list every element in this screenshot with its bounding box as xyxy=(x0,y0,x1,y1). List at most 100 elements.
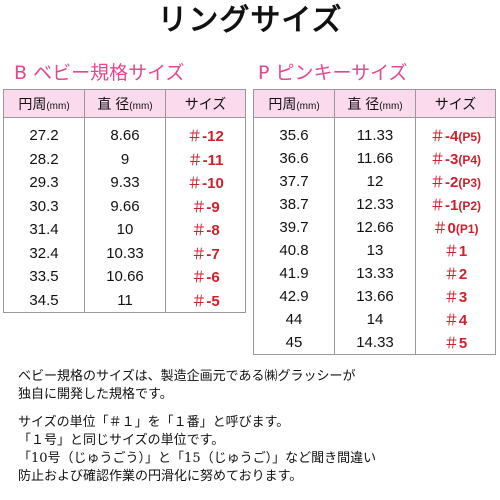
size-cell: ＃1 xyxy=(415,239,496,262)
size-cell: ＃-6 xyxy=(165,265,246,289)
size-cell: ＃5 xyxy=(415,331,496,355)
circumference-cell: 30.3 xyxy=(3,194,85,218)
diameter-cell: 9.66 xyxy=(84,194,166,218)
circumference-cell: 29.3 xyxy=(3,171,85,195)
table-row: 45 14.33 ＃5 xyxy=(253,331,496,355)
table-row: 36.6 11.66 ＃-3(P4) xyxy=(253,147,496,170)
size-number: -8 xyxy=(206,222,220,240)
circumference-cell: 41.9 xyxy=(253,262,335,285)
table-row: 28.2 9 ＃-11 xyxy=(3,147,246,171)
size-cell: ＃-8 xyxy=(165,218,246,242)
size-number: -9 xyxy=(206,198,220,216)
circumference-cell: 34.5 xyxy=(3,288,85,313)
size-cell: ＃-11 xyxy=(165,147,246,171)
table-row: 41.9 13.33 ＃2 xyxy=(253,262,496,285)
size-mark: ＃ xyxy=(443,289,459,306)
size-number: -11 xyxy=(202,151,224,169)
baby-size-heading: B ベビー規格サイズ xyxy=(14,62,185,84)
pinky-size-heading: P ピンキーサイズ xyxy=(258,62,408,84)
diameter-cell: 10.33 xyxy=(84,241,166,265)
size-mark: ＃ xyxy=(443,312,459,329)
table-row: 42.9 13.66 ＃3 xyxy=(253,285,496,308)
note-line: ベビー規格のサイズは、製造企画元である㈱グラッシーが xyxy=(18,369,356,384)
diameter-cell: 11 xyxy=(84,288,166,313)
circumference-cell: 31.4 xyxy=(3,218,85,242)
header-size: サイズ xyxy=(415,89,496,118)
table-header-row: 円周(mm) 直 径(mm) サイズ xyxy=(253,89,496,118)
circumference-cell: 27.2 xyxy=(3,117,85,148)
header-circumference: 円周(mm) xyxy=(3,89,85,118)
circumference-cell: 45 xyxy=(253,331,335,355)
size-mark: ＃ xyxy=(187,175,203,193)
size-cell: ＃-2(P3) xyxy=(415,170,496,193)
diameter-cell: 12 xyxy=(334,170,416,193)
diameter-cell: 13 xyxy=(334,239,416,262)
size-number: -1 xyxy=(445,197,459,214)
circumference-cell: 28.2 xyxy=(3,147,85,171)
circumference-cell: 35.6 xyxy=(253,117,335,147)
size-number: 1 xyxy=(458,243,468,260)
page-title: リングサイズ xyxy=(157,3,343,38)
table-header-row: 円周(mm) 直 径(mm) サイズ xyxy=(3,89,246,118)
table-row: 32.4 10.33 ＃-7 xyxy=(3,241,246,265)
header-diameter: 直 径(mm) xyxy=(84,89,166,118)
size-mark: ＃ xyxy=(443,335,459,352)
table-row: 44 14 ＃4 xyxy=(253,308,496,331)
diameter-cell: 11.66 xyxy=(334,147,416,170)
circumference-cell: 40.8 xyxy=(253,239,335,262)
note-line: サイズの単位「＃１」を「１番」と呼びます。 xyxy=(18,415,290,430)
size-cell: ＃-9 xyxy=(165,194,246,218)
notes-paragraph-2: サイズの単位「＃１」を「１番」と呼びます。 「１号」と同じサイズの単位です。 「… xyxy=(18,414,376,486)
size-number: -3 xyxy=(445,151,459,168)
size-number: -7 xyxy=(206,245,220,263)
table-row: 37.7 12 ＃-2(P3) xyxy=(253,170,496,193)
size-mark: ＃ xyxy=(443,266,459,283)
table-row: 34.5 11 ＃-5 xyxy=(3,288,246,313)
diameter-cell: 13.66 xyxy=(334,285,416,308)
size-mark: ＃ xyxy=(191,245,207,263)
pinky-code: (P4) xyxy=(458,153,482,167)
circumference-cell: 33.5 xyxy=(3,265,85,289)
table-row: 38.7 12.33 ＃-1(P2) xyxy=(253,193,496,216)
note-line: 独自に開発した規格です。 xyxy=(18,387,173,402)
size-cell: ＃0(P1) xyxy=(415,216,496,239)
size-mark: ＃ xyxy=(191,269,207,287)
circumference-cell: 42.9 xyxy=(253,285,335,308)
size-number: 4 xyxy=(458,312,468,329)
note-line: 防止および確認作業の円滑化に努めております。 xyxy=(18,469,303,484)
size-mark: ＃ xyxy=(429,128,445,145)
diameter-cell: 10 xyxy=(84,218,166,242)
diameter-cell: 14 xyxy=(334,308,416,331)
circumference-cell: 38.7 xyxy=(253,193,335,216)
size-mark: ＃ xyxy=(432,220,448,237)
pinky-code: (P2) xyxy=(458,199,482,213)
pinky-code: (P5) xyxy=(458,130,482,144)
pinky-size-table: 円周(mm) 直 径(mm) サイズ 35.6 11.33 ＃-4(P5) 36.6 1… xyxy=(253,89,496,355)
size-cell: ＃-1(P2) xyxy=(415,193,496,216)
size-cell: ＃-12 xyxy=(165,117,246,148)
table-row: 27.2 8.66 ＃-12 xyxy=(3,117,246,148)
diameter-cell: 9.33 xyxy=(84,171,166,195)
diameter-cell: 8.66 xyxy=(84,117,166,148)
size-number: -6 xyxy=(206,269,220,287)
size-mark: ＃ xyxy=(443,243,459,260)
table-row: 35.6 11.33 ＃-4(P5) xyxy=(253,117,496,147)
pinky-code: (P1) xyxy=(455,222,479,236)
size-number: -5 xyxy=(206,292,220,310)
note-line: 「１号」と同じサイズの単位です。 xyxy=(18,433,225,448)
circumference-cell: 32.4 xyxy=(3,241,85,265)
diameter-cell: 12.66 xyxy=(334,216,416,239)
circumference-cell: 44 xyxy=(253,308,335,331)
diameter-cell: 13.33 xyxy=(334,262,416,285)
header-diameter: 直 径(mm) xyxy=(334,89,416,118)
pinky-code: (P3) xyxy=(458,176,482,190)
size-cell: ＃-10 xyxy=(165,171,246,195)
size-mark: ＃ xyxy=(429,174,445,191)
size-mark: ＃ xyxy=(187,128,203,146)
table-row: 39.7 12.66 ＃0(P1) xyxy=(253,216,496,239)
header-size: サイズ xyxy=(165,89,246,118)
size-cell: ＃-3(P4) xyxy=(415,147,496,170)
table-row: 40.8 13 ＃1 xyxy=(253,239,496,262)
diameter-cell: 12.33 xyxy=(334,193,416,216)
size-mark: ＃ xyxy=(191,222,207,240)
